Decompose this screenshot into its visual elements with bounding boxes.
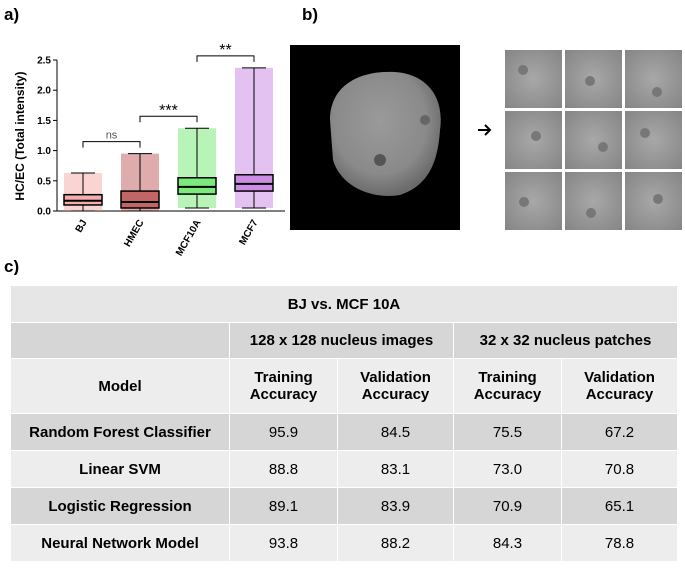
panel-label: b) bbox=[302, 5, 318, 24]
patch bbox=[565, 172, 622, 230]
model-cell: Neural Network Model bbox=[10, 524, 230, 562]
y-tick-label: 2.0 bbox=[37, 86, 51, 97]
x-tick-label: MCF10A bbox=[174, 218, 204, 258]
patch bbox=[565, 111, 622, 169]
y-tick-label: 1.0 bbox=[37, 146, 51, 157]
nucleolus bbox=[420, 115, 430, 125]
patch-spot bbox=[518, 65, 528, 75]
value-cell: 73.0 bbox=[452, 450, 562, 488]
table-title: BJ vs. MCF 10A bbox=[10, 285, 678, 323]
patch-grid bbox=[505, 50, 682, 230]
value-cell: 70.9 bbox=[452, 487, 562, 525]
value-cell: 70.8 bbox=[560, 450, 679, 488]
patch-spot bbox=[598, 142, 608, 152]
patch-spot bbox=[531, 131, 541, 141]
patch-spot bbox=[652, 87, 662, 97]
panel-label: c) bbox=[4, 257, 19, 275]
y-tick-label: 2.5 bbox=[37, 56, 51, 67]
value-cell: 88.2 bbox=[337, 524, 454, 562]
table-row: Neural Network Model 93.8 88.2 84.3 78.8 bbox=[10, 524, 679, 562]
value-cell: 83.9 bbox=[337, 487, 454, 525]
value-cell: 67.2 bbox=[560, 413, 679, 451]
x-tick-label: BJ bbox=[74, 218, 90, 235]
nucleus bbox=[330, 71, 441, 196]
group-header: 128 x 128 nucleus images bbox=[229, 322, 454, 359]
patch-spot bbox=[640, 128, 650, 138]
nucleolus bbox=[374, 154, 386, 166]
value-cell: 65.1 bbox=[560, 487, 679, 525]
significance-bracket bbox=[139, 115, 198, 123]
model-cell: Random Forest Classifier bbox=[10, 413, 230, 451]
patch bbox=[505, 50, 562, 108]
value-cell: 93.8 bbox=[229, 524, 338, 562]
value-cell: 84.5 bbox=[337, 413, 454, 451]
table-row: Logistic Regression 89.1 83.9 70.9 65.1 bbox=[10, 487, 679, 525]
model-cell: Linear SVM bbox=[10, 450, 230, 488]
value-cell: 78.8 bbox=[560, 524, 679, 562]
table-row: Random Forest Classifier 95.9 84.5 75.5 67.2 bbox=[10, 413, 679, 451]
significance-label: ** bbox=[219, 42, 231, 59]
significance-label: *** bbox=[159, 102, 178, 119]
figure-top: a) b) c) HC/EC (Total intensity) 0.0 0.5 1… bbox=[4, 5, 682, 275]
group-header: 32 x 32 nucleus patches bbox=[452, 322, 679, 359]
value-cell: 89.1 bbox=[229, 487, 338, 525]
patch bbox=[625, 111, 682, 169]
header-cell bbox=[10, 322, 230, 359]
patch bbox=[625, 50, 682, 108]
patch-spot bbox=[585, 76, 595, 86]
panel-label: a) bbox=[4, 5, 19, 24]
y-tick-label: 0.0 bbox=[37, 207, 51, 218]
significance-bracket bbox=[196, 55, 255, 62]
y-axis-label: HC/EC (Total intensity) bbox=[13, 71, 27, 200]
x-tick-label: HMEC bbox=[122, 218, 146, 249]
column-header: Validation Accuracy bbox=[337, 358, 454, 414]
table-row: Linear SVM 88.8 83.1 73.0 70.8 bbox=[10, 450, 679, 488]
column-header: Training Accuracy bbox=[452, 358, 562, 414]
column-header: Training Accuracy bbox=[229, 358, 338, 414]
patch bbox=[505, 172, 562, 230]
patch-spot bbox=[586, 208, 596, 218]
value-cell: 88.8 bbox=[229, 450, 338, 488]
significance-label: ns bbox=[106, 130, 118, 142]
box bbox=[120, 190, 160, 209]
column-header: Validation Accuracy bbox=[560, 358, 679, 414]
significance-bracket bbox=[82, 141, 141, 148]
value-cell: 83.1 bbox=[337, 450, 454, 488]
value-cell: 84.3 bbox=[452, 524, 562, 562]
y-tick-label: 0.5 bbox=[37, 176, 51, 187]
value-cell: 75.5 bbox=[452, 413, 562, 451]
results-table: BJ vs. MCF 10A 128 x 128 nucleus images … bbox=[10, 285, 679, 562]
value-cell: 95.9 bbox=[229, 413, 338, 451]
patch-spot bbox=[653, 194, 663, 204]
model-cell: Logistic Regression bbox=[10, 487, 230, 525]
x-tick-label: MCF7 bbox=[237, 218, 260, 247]
arrow bbox=[478, 124, 492, 136]
patch-spot bbox=[519, 197, 529, 207]
column-header: Model bbox=[10, 358, 230, 414]
y-tick-label: 1.5 bbox=[37, 116, 51, 127]
